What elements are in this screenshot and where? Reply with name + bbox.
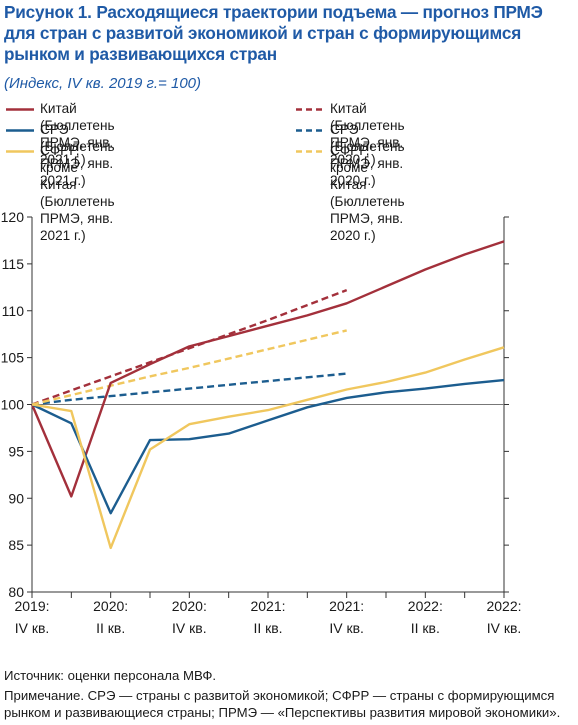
- legend-swatch: [296, 108, 324, 111]
- y-tick-label: 120: [1, 209, 25, 225]
- x-tick-label-quarter: II кв.: [253, 620, 282, 636]
- legend-swatch: [6, 129, 34, 132]
- x-tick-label-quarter: IV кв.: [487, 620, 522, 636]
- y-tick-label: 115: [2, 256, 25, 272]
- series-line-5: [31, 329, 347, 406]
- series-line-4: [31, 372, 347, 406]
- chart-subtitle: (Индекс, IV кв. 2019 г.= 100): [4, 75, 201, 92]
- series-line-2: [31, 346, 505, 550]
- legend-label: СРЭ (Бюллетень ПРМЭ, янв. 2020 г.): [330, 122, 405, 188]
- series-line-0: [30, 240, 505, 498]
- x-tick-label-year: 2021:: [250, 598, 285, 614]
- legend-label: Китай (Бюллетень ПРМЭ, янв. 2021 г.): [40, 101, 115, 167]
- legend-label: СФРР, кроме Китая (Бюллетень ПРМЭ, янв. …: [330, 143, 405, 243]
- legend-swatch: [6, 108, 34, 111]
- x-tick-label-year: 2020:: [93, 598, 128, 614]
- y-tick-label: 100: [1, 397, 25, 413]
- x-tick-label-quarter: IV кв.: [15, 620, 50, 636]
- x-tick-label-year: 2022:: [408, 598, 443, 614]
- x-tick-label-quarter: II кв.: [96, 620, 125, 636]
- legend-swatch: [6, 150, 34, 153]
- y-tick-label: 105: [1, 350, 25, 366]
- x-tick-label-quarter: II кв.: [411, 620, 440, 636]
- legend-swatch: [296, 129, 324, 132]
- x-tick-label-quarter: IV кв.: [172, 620, 207, 636]
- series-line-1: [31, 378, 505, 515]
- legend-swatch: [296, 150, 324, 153]
- legend-label: Китай (Бюллетень ПРМЭ, янв. 2020 г.): [330, 101, 405, 167]
- source-note: Источник: оценки персонала МВФ.: [4, 668, 217, 683]
- y-tick-label: 110: [2, 303, 25, 319]
- legend-label: СРЭ (Бюллетень ПРМЭ, янв. 2021 г.): [40, 122, 115, 188]
- y-tick-label: 95: [8, 443, 24, 459]
- x-tick-label-year: 2022:: [486, 598, 521, 614]
- series-line-3: [31, 288, 348, 406]
- legend-label: СФРР, кроме Китая (Бюллетень ПРМЭ, янв. …: [40, 143, 115, 243]
- x-tick-label-year: 2020:: [172, 598, 207, 614]
- chart-title: Рисунок 1. Расходящиеся траектории подъе…: [4, 2, 543, 64]
- footnote: Примечание. СРЭ — страны с развитой экон…: [4, 688, 561, 720]
- y-tick-label: 80: [8, 584, 24, 600]
- y-tick-label: 90: [8, 490, 24, 506]
- x-tick-label-year: 2019:: [14, 598, 49, 614]
- x-tick-label-quarter: IV кв.: [329, 620, 364, 636]
- y-tick-label: 85: [8, 537, 24, 553]
- x-tick-label-year: 2021:: [329, 598, 364, 614]
- line-chart: 80 85 90 95 100 105 110 115 120 2019: IV кв. 2020: I…: [1, 209, 522, 636]
